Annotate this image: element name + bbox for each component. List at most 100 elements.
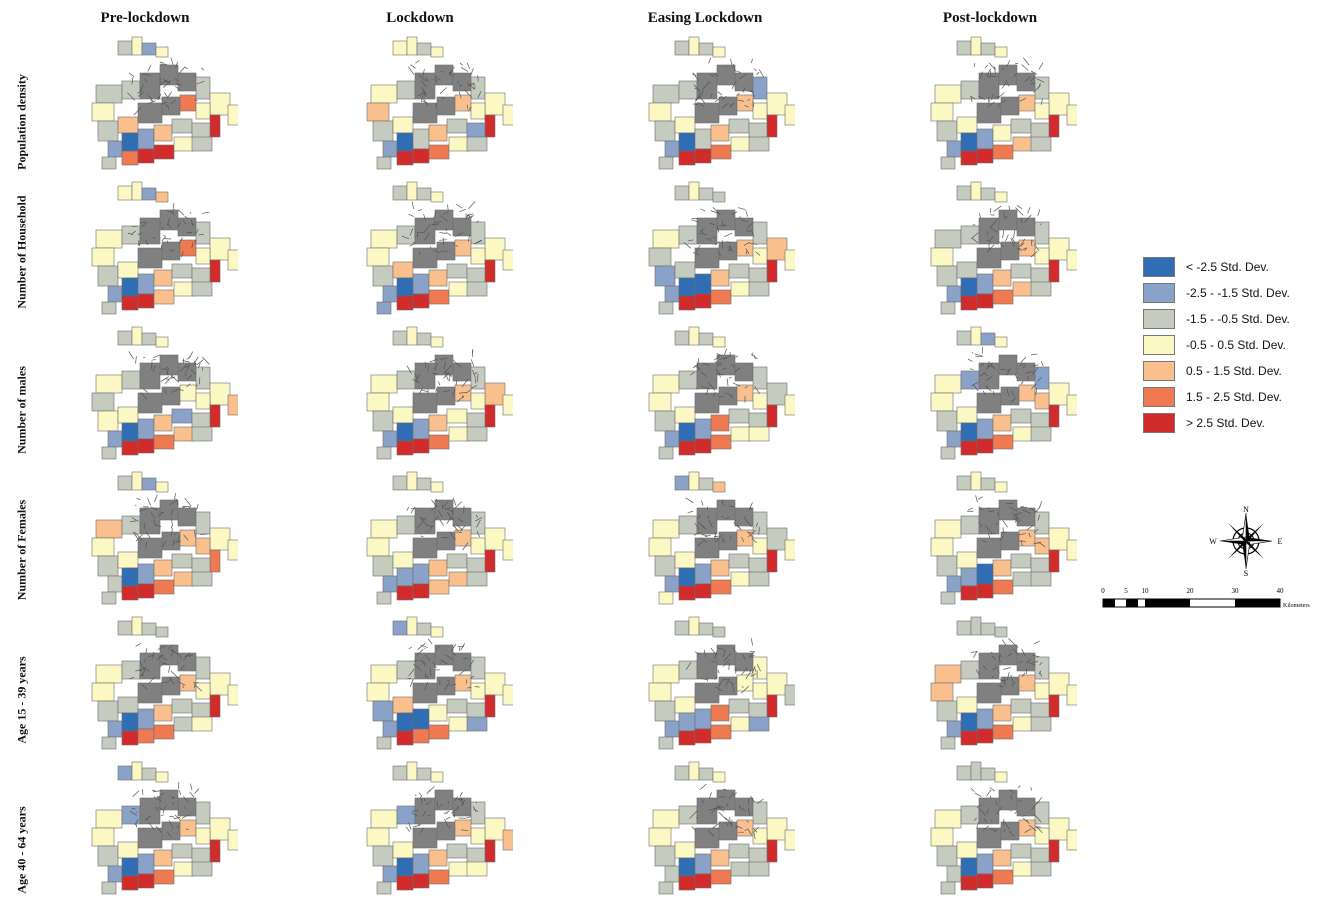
map-region [121, 440, 139, 456]
map-region [956, 551, 978, 569]
map-boundary [1024, 76, 1031, 83]
map-region [1034, 682, 1050, 700]
map-boundary [440, 659, 448, 665]
map-boundary [979, 213, 981, 219]
map-boundary [171, 528, 173, 536]
map-region [366, 537, 390, 557]
map-region [934, 84, 962, 104]
map-boundary [967, 507, 973, 511]
map-boundary [687, 511, 694, 513]
map-region [466, 861, 488, 877]
map-boundary [725, 821, 729, 826]
map-boundary [683, 242, 691, 249]
map-region [155, 46, 169, 58]
map-region [730, 716, 752, 732]
map-boundary [1032, 364, 1039, 367]
map-boundary [191, 242, 194, 249]
map-region [121, 875, 139, 891]
map-boundary [967, 358, 973, 362]
map-boundary [431, 505, 438, 511]
map-region [416, 477, 432, 491]
map-region [748, 557, 768, 575]
map-boundary [707, 81, 711, 85]
map-region [730, 281, 752, 297]
map-region [107, 430, 123, 448]
map-boundary [978, 95, 986, 100]
map-region [930, 682, 954, 702]
map-boundary [444, 818, 449, 827]
map-region [678, 295, 696, 311]
map-boundary [742, 654, 746, 660]
map-boundary [196, 80, 205, 85]
map-boundary [1011, 681, 1016, 687]
map-region [366, 682, 390, 702]
map-boundary [136, 497, 141, 501]
map-boundary [744, 386, 748, 389]
map-region [1034, 656, 1050, 680]
map-region [664, 285, 680, 303]
map-boundary [184, 806, 187, 810]
map-region [131, 471, 143, 491]
map-region [1012, 136, 1034, 152]
map-region [428, 559, 448, 577]
map-region [694, 873, 712, 889]
map-boundary [753, 666, 757, 672]
map-boundary [724, 392, 733, 396]
map-region [446, 408, 468, 424]
map-boundary [999, 679, 1005, 682]
map-boundary [408, 669, 415, 677]
map-boundary [184, 215, 188, 219]
map-boundary [743, 515, 749, 524]
map-boundary [178, 388, 184, 392]
map-region [1034, 247, 1050, 265]
map-boundary [970, 651, 978, 653]
map-region [936, 555, 958, 577]
map-region [137, 537, 163, 559]
map-boundary [748, 502, 753, 511]
map-region [470, 656, 486, 680]
map-boundary [747, 828, 753, 836]
map-boundary [427, 638, 433, 645]
map-region [736, 239, 754, 257]
map-boundary [728, 245, 732, 252]
map-region [654, 845, 676, 867]
map-boundary [729, 535, 732, 540]
map-region [956, 696, 978, 714]
map-boundary [712, 822, 721, 829]
map-region [712, 481, 726, 493]
map-region [674, 116, 696, 134]
map-boundary [135, 669, 142, 672]
map-boundary [985, 376, 993, 381]
map-region [970, 36, 982, 56]
map-region [674, 841, 696, 859]
map-boundary [433, 220, 442, 224]
map-boundary [989, 787, 996, 792]
map-boundary [739, 807, 746, 811]
map-boundary [1022, 364, 1027, 369]
map-region [712, 46, 726, 58]
map-boundary [431, 372, 438, 375]
map-boundary [1017, 248, 1022, 251]
map-boundary [465, 389, 471, 394]
map-region [107, 575, 123, 593]
map-boundary [751, 230, 755, 237]
map-region [1048, 237, 1070, 261]
map-boundary [1021, 672, 1026, 678]
map-region [195, 247, 211, 265]
map-region [1048, 92, 1070, 116]
map-boundary [1010, 794, 1013, 797]
map-boundary [459, 62, 463, 66]
map-boundary [1037, 514, 1041, 521]
map-region [752, 76, 768, 100]
map-region [91, 827, 115, 847]
map-region [718, 821, 738, 841]
map-boundary [1023, 57, 1030, 66]
map-boundary [194, 684, 203, 692]
map-region [736, 674, 754, 692]
map-region [392, 841, 414, 859]
map-boundary [408, 822, 412, 830]
map-boundary [437, 510, 443, 518]
map-region [406, 616, 418, 636]
map-region [674, 765, 690, 781]
map-region [416, 622, 432, 636]
